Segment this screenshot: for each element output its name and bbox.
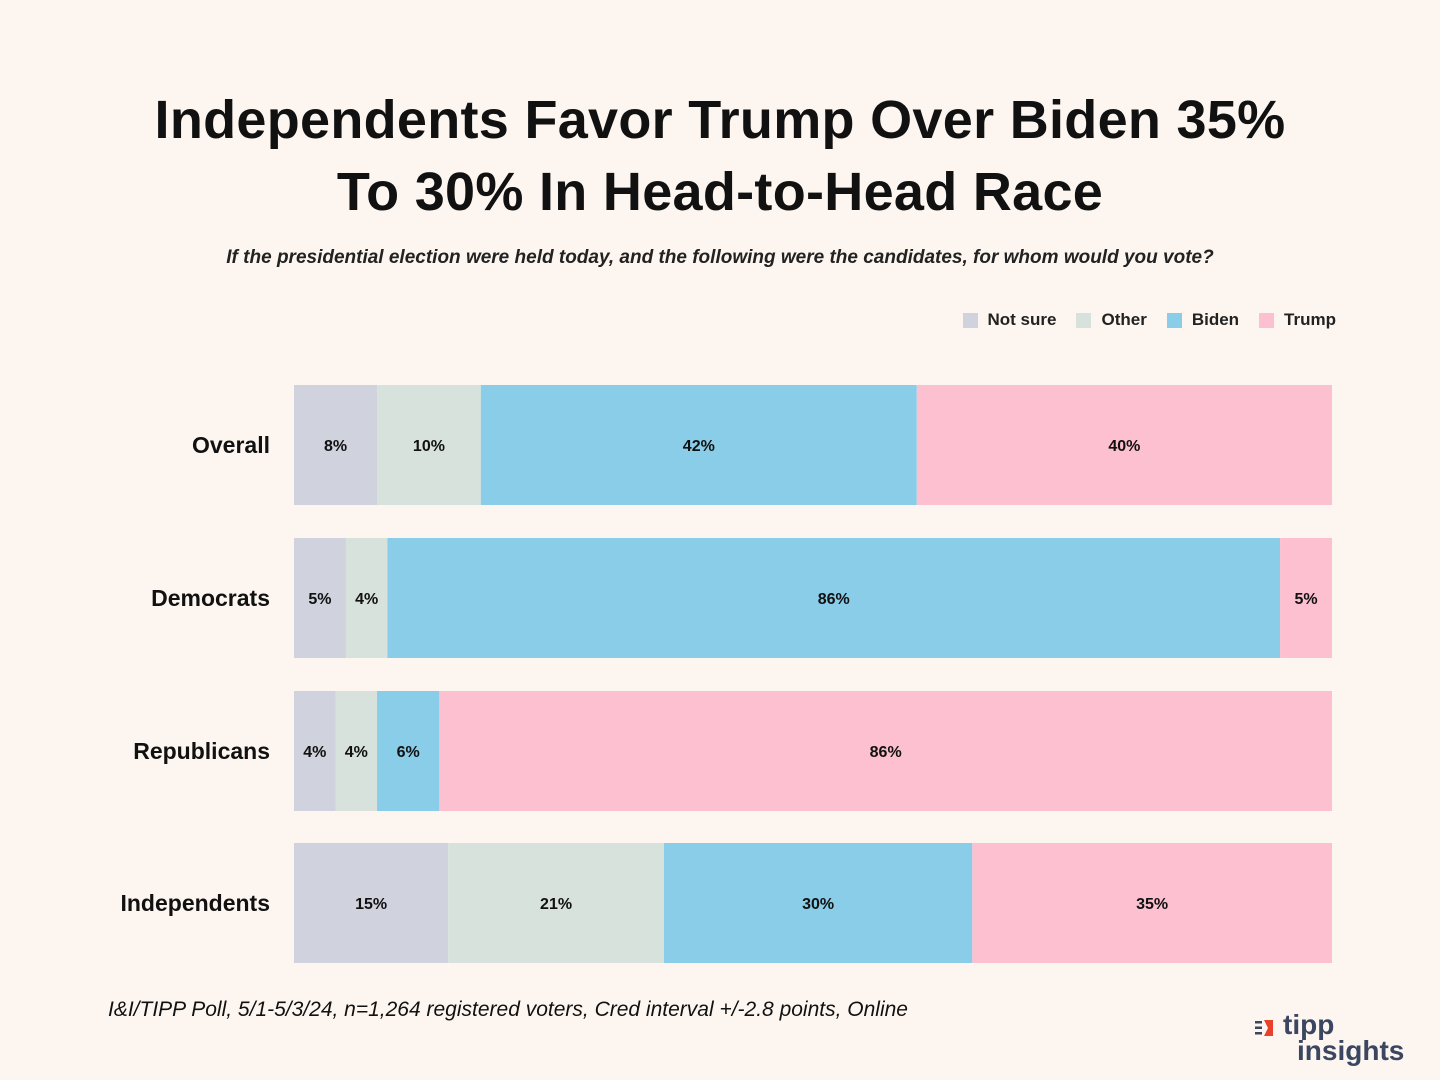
legend-item-other: Other bbox=[1076, 310, 1147, 330]
data-label-republicans-trump: 86% bbox=[870, 744, 902, 761]
chart-title-line-2: To 30% In Head-to-Head Race bbox=[336, 162, 1104, 222]
bar-independents-trump bbox=[972, 843, 1332, 963]
bar-republicans-other bbox=[335, 691, 378, 811]
category-label-democrats: Democrats bbox=[151, 585, 270, 611]
chart-subtitle: If the presidential election were held t… bbox=[226, 247, 1214, 268]
data-label-overall-biden: 42% bbox=[683, 438, 715, 455]
bar-overall-not-sure bbox=[294, 385, 378, 505]
data-label-democrats-biden: 86% bbox=[818, 591, 850, 608]
legend-item-trump: Trump bbox=[1259, 310, 1336, 330]
data-label-independents-other: 21% bbox=[540, 896, 572, 913]
bar-overall-biden bbox=[480, 385, 917, 505]
bar-overall-trump bbox=[916, 385, 1332, 505]
data-label-republicans-not-sure: 4% bbox=[303, 744, 326, 761]
bar-democrats-biden bbox=[387, 538, 1281, 658]
data-label-independents-not-sure: 15% bbox=[355, 896, 387, 913]
bar-independents-not-sure bbox=[294, 843, 449, 963]
data-label-overall-not-sure: 8% bbox=[324, 438, 347, 455]
bar-democrats-trump bbox=[1280, 538, 1332, 658]
data-label-overall-trump: 40% bbox=[1108, 438, 1140, 455]
tipp-insights-logo: tipp insights bbox=[1255, 1009, 1415, 1068]
bar-independents-biden bbox=[663, 843, 973, 963]
legend-label: Biden bbox=[1191, 310, 1240, 329]
legend-swatch bbox=[962, 312, 978, 328]
logo-arrow-icon bbox=[1255, 1020, 1273, 1036]
bar-democrats-not-sure bbox=[294, 538, 346, 658]
data-label-independents-trump: 35% bbox=[1136, 896, 1168, 913]
chart-legend: Not sure Other Biden Trump bbox=[962, 310, 1336, 330]
data-label-democrats-not-sure: 5% bbox=[308, 591, 331, 608]
category-label-independents: Independents bbox=[120, 890, 270, 916]
data-label-independents-biden: 30% bbox=[802, 896, 834, 913]
data-label-democrats-trump: 5% bbox=[1294, 591, 1317, 608]
legend-swatch bbox=[1259, 312, 1275, 328]
logo-word-insights: insights bbox=[1297, 1035, 1405, 1066]
legend-label: Other bbox=[1101, 310, 1147, 329]
data-label-republicans-other: 4% bbox=[345, 744, 368, 761]
legend-item-biden: Biden bbox=[1166, 310, 1240, 330]
data-label-democrats-other: 4% bbox=[355, 591, 378, 608]
legend-swatch bbox=[1166, 312, 1182, 328]
logo-word-tipp: tipp bbox=[1283, 1009, 1335, 1040]
category-label-republicans: Republicans bbox=[133, 738, 270, 764]
source-note: I&I/TIPP Poll, 5/1-5/3/24, n=1,264 regis… bbox=[108, 998, 908, 1021]
bar-democrats-other bbox=[345, 538, 388, 658]
chart-title-line-1: Independents Favor Trump Over Biden 35% bbox=[154, 90, 1286, 150]
bar-republicans-not-sure bbox=[294, 691, 336, 811]
chart-title: Independents Favor Trump Over Biden 35% … bbox=[60, 84, 1380, 228]
legend-label: Not sure bbox=[987, 310, 1057, 329]
category-label-overall: Overall bbox=[192, 432, 270, 458]
legend-item-not-sure: Not sure bbox=[962, 310, 1057, 330]
legend-label: Trump bbox=[1284, 310, 1336, 329]
bar-independents-other bbox=[448, 843, 664, 963]
bar-republicans-trump bbox=[439, 691, 1332, 811]
data-label-republicans-biden: 6% bbox=[397, 744, 420, 761]
legend-swatch bbox=[1076, 312, 1092, 328]
bar-overall-other bbox=[377, 385, 481, 505]
bar-republicans-biden bbox=[377, 691, 440, 811]
data-label-overall-other: 10% bbox=[413, 438, 445, 455]
